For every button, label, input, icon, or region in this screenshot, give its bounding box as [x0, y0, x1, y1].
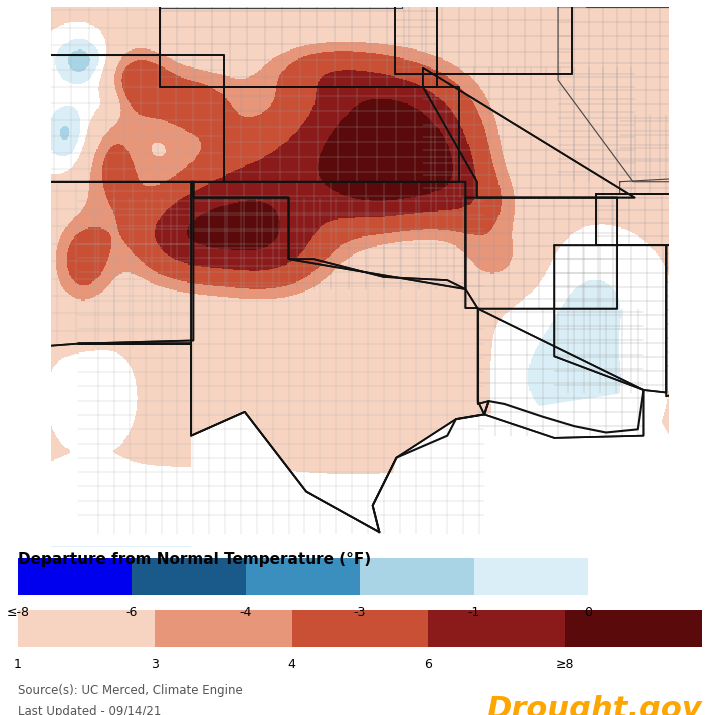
Bar — [292, 610, 428, 646]
Text: ≥8: ≥8 — [556, 658, 575, 671]
Text: Last Updated - 09/14/21: Last Updated - 09/14/21 — [18, 704, 161, 715]
Bar — [428, 610, 565, 646]
Polygon shape — [50, 390, 670, 563]
Text: -4: -4 — [240, 606, 252, 619]
Text: -6: -6 — [126, 606, 138, 619]
Bar — [132, 558, 246, 595]
Text: 1: 1 — [14, 658, 22, 671]
Text: -3: -3 — [354, 606, 366, 619]
Text: 6: 6 — [425, 658, 432, 671]
Text: 4: 4 — [288, 658, 295, 671]
Bar — [246, 558, 360, 595]
Bar — [360, 558, 474, 595]
Bar — [18, 610, 155, 646]
Text: 0: 0 — [584, 606, 592, 619]
Text: Source(s): UC Merced, Climate Engine: Source(s): UC Merced, Climate Engine — [18, 684, 243, 696]
Text: ≤-8: ≤-8 — [6, 606, 30, 619]
Bar — [155, 610, 292, 646]
Text: 3: 3 — [151, 658, 158, 671]
Bar — [18, 558, 132, 595]
Bar — [474, 558, 588, 595]
Bar — [565, 610, 702, 646]
Text: Departure from Normal Temperature (°F): Departure from Normal Temperature (°F) — [18, 551, 371, 566]
Text: Drought.gov: Drought.gov — [486, 695, 702, 715]
Text: -1: -1 — [468, 606, 480, 619]
